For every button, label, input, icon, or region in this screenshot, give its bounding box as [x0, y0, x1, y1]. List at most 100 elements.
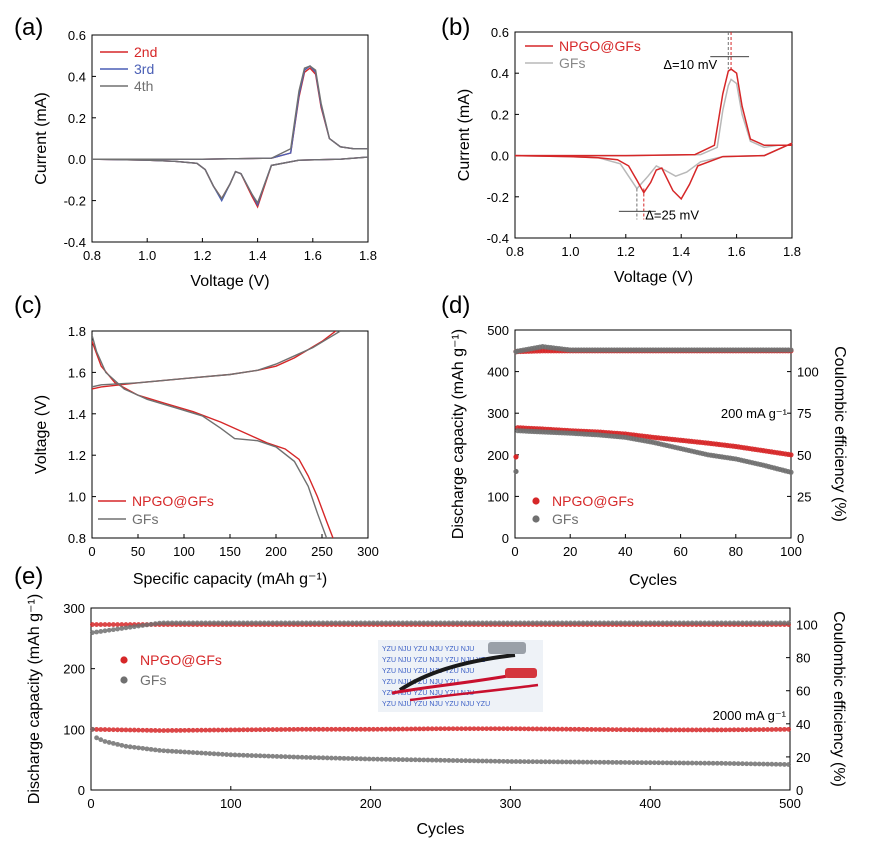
data-point: [345, 756, 351, 761]
data-point: [601, 727, 607, 732]
data-point: [555, 620, 561, 626]
data-point: [467, 620, 473, 626]
y2-axis-label: Coulombic efficiency (%): [830, 611, 847, 787]
data-point: [278, 754, 284, 759]
y-tick-label: 0.0: [68, 152, 86, 167]
data-point: [257, 620, 263, 626]
data-point: [605, 759, 611, 765]
y-tick-label: 0.2: [491, 107, 509, 122]
data-point: [509, 620, 515, 626]
data-point: [660, 760, 666, 766]
data-point: [350, 620, 355, 626]
data-point: [501, 758, 506, 764]
data-point: [98, 622, 104, 627]
data-point: [144, 746, 150, 752]
data-point: [538, 759, 544, 765]
data-point: [651, 760, 657, 766]
y-tick-label: 300: [63, 601, 85, 616]
data-point: [463, 726, 469, 732]
data-point: [178, 727, 183, 733]
x-axis-label: Voltage (V): [614, 269, 693, 286]
y-tick-label: 1.4: [68, 407, 86, 422]
data-point: [475, 726, 481, 732]
data-point: [752, 620, 758, 626]
data-point: [324, 726, 330, 732]
data-point: [354, 726, 360, 732]
data-point: [761, 761, 766, 767]
data-point: [748, 727, 754, 733]
data-point: [656, 760, 661, 766]
data-point: [94, 622, 99, 627]
data-point: [140, 623, 146, 628]
data-point: [261, 727, 267, 733]
data-point: [584, 759, 590, 765]
data-point: [547, 726, 552, 732]
data-point: [391, 757, 397, 762]
x-tick-label: 0: [511, 544, 518, 559]
y-tick-label: 0.0: [491, 149, 509, 164]
data-point: [270, 727, 276, 732]
data-point: [232, 752, 238, 758]
data-point: [450, 620, 456, 626]
data-point: [266, 753, 271, 759]
data-point: [777, 761, 783, 767]
photo-label-row: YZU NJU YZU NJU YZU NJU: [382, 646, 474, 653]
cable-red-2: [409, 683, 539, 702]
data-point: [513, 726, 519, 732]
data-point: [593, 727, 599, 732]
data-point: [614, 727, 620, 733]
data-point: [278, 727, 284, 732]
data-point: [316, 755, 322, 761]
data-point: [199, 750, 204, 756]
data-point: [689, 620, 695, 626]
data-point: [496, 620, 502, 626]
data-point: [668, 620, 674, 626]
data-point: [119, 742, 125, 748]
data-point: [635, 727, 641, 733]
legend-label: NPGO@GFs: [140, 652, 222, 668]
data-point: [618, 727, 624, 733]
data-point: [169, 620, 175, 626]
data-point: [786, 620, 792, 626]
data-point: [282, 727, 288, 732]
data-point: [513, 620, 519, 626]
y-tick-label: -0.4: [487, 231, 509, 246]
data-point: [568, 759, 573, 765]
x-tick-label: 100: [220, 796, 242, 811]
delta-label-anodic: Δ=10 mV: [663, 57, 717, 72]
x-tick-label: 1.0: [561, 244, 579, 259]
data-point: [509, 726, 515, 732]
data-point: [106, 727, 112, 733]
data-point: [471, 758, 477, 764]
x-tick-label: 200: [360, 796, 382, 811]
data-point: [538, 726, 544, 732]
data-point: [459, 726, 464, 732]
data-point: [576, 620, 582, 626]
data-point: [773, 727, 779, 732]
data-point: [274, 620, 280, 626]
data-point: [345, 620, 351, 626]
rate-label: 2000 mA g⁻¹: [713, 708, 787, 723]
data-point: [710, 727, 716, 733]
data-point: [194, 620, 200, 626]
data-point: [379, 726, 385, 732]
plot-frame: [514, 329, 792, 539]
x-tick-label: 0.8: [83, 248, 101, 263]
data-point: [274, 754, 280, 759]
data-point: [534, 726, 540, 732]
y2-tick-label: 25: [797, 489, 811, 504]
data-point: [324, 620, 330, 626]
data-point: [232, 620, 238, 626]
data-point: [618, 760, 624, 765]
data-point: [299, 726, 305, 732]
data-point: [253, 753, 259, 759]
data-point: [706, 760, 712, 766]
data-point: [601, 759, 607, 765]
rate-label: 200 mA g⁻¹: [721, 406, 788, 421]
data-point: [425, 620, 431, 626]
data-point: [123, 743, 129, 749]
data-point: [714, 620, 720, 626]
data-point: [152, 728, 158, 733]
data-point: [429, 726, 435, 732]
data-point: [404, 620, 410, 626]
